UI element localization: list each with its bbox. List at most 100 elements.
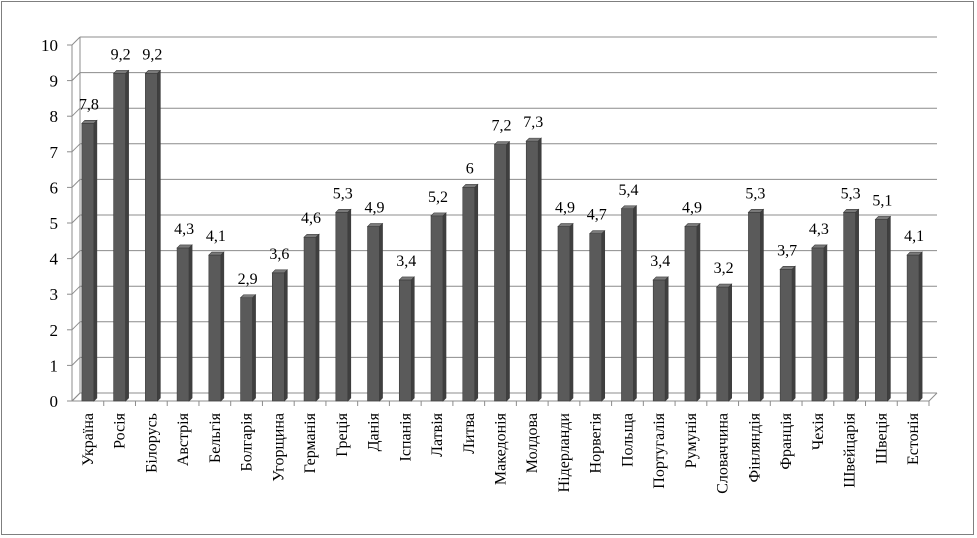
bar-side-23 <box>823 244 828 402</box>
bar-1 <box>112 69 130 402</box>
data-label-20: 3,2 <box>714 260 734 277</box>
side-gridline-8 <box>71 107 81 117</box>
bar-front-13 <box>494 144 507 402</box>
bar-16 <box>588 229 606 402</box>
y-tick-label-5: 5 <box>50 214 59 233</box>
bar-side-4 <box>220 251 225 402</box>
data-label-15: 4,9 <box>555 200 575 217</box>
x-tick-label-7: Германія <box>302 412 319 473</box>
data-label-7: 4,6 <box>301 210 321 227</box>
bar-19 <box>684 222 701 402</box>
bar-side-25 <box>887 215 891 402</box>
bar-26 <box>906 251 923 402</box>
y-tick-label-3: 3 <box>50 285 59 304</box>
y-tick-label-9: 9 <box>50 72 59 91</box>
bar-side-13 <box>506 140 510 402</box>
x-tick-label-18: Португалія <box>651 412 668 488</box>
bar-side-8 <box>347 208 352 402</box>
y-tick-labels: 0 1 2 3 4 5 6 7 8 9 10 <box>41 36 59 411</box>
bar-front-1 <box>113 73 126 402</box>
y-tick-label-6: 6 <box>50 178 59 197</box>
bar-front-19 <box>684 226 698 402</box>
bar-side-15 <box>569 222 574 402</box>
bar-front-18 <box>652 279 666 402</box>
bar-front-2 <box>145 73 158 402</box>
bar-front-5 <box>240 297 253 402</box>
bar-side-10 <box>410 276 415 402</box>
bar-24 <box>842 208 860 402</box>
bar-17 <box>620 205 638 402</box>
x-tick-label-23: Чехія <box>810 412 827 450</box>
data-label-21: 5,3 <box>745 185 765 202</box>
bar-side-3 <box>188 244 193 402</box>
bar-front-25 <box>875 219 888 402</box>
x-tick-label-19: Румунія <box>683 412 700 468</box>
bar-23 <box>811 244 828 402</box>
bar-13 <box>493 140 511 402</box>
side-gridline-7 <box>71 143 81 153</box>
bar-6 <box>271 269 289 402</box>
x-tick-label-2: Білорусь <box>143 413 160 473</box>
side-gridline-4 <box>71 250 81 259</box>
data-label-6: 3,6 <box>269 246 289 263</box>
bar-front-15 <box>557 226 571 402</box>
x-tick-label-22: Франція <box>778 412 795 469</box>
bar-10 <box>398 276 416 402</box>
data-label-10: 3,4 <box>396 253 416 270</box>
data-label-23: 4,3 <box>809 221 829 238</box>
side-gridline-3 <box>71 285 81 295</box>
data-label-3: 4,3 <box>174 221 194 238</box>
bar-front-6 <box>272 272 285 402</box>
bar-front-12 <box>462 187 476 402</box>
floor-right-edge <box>928 392 938 402</box>
bar-side-9 <box>379 222 383 402</box>
data-label-5: 2,9 <box>238 271 258 288</box>
bar-front-24 <box>843 212 856 402</box>
x-tick-label-8: Греція <box>334 412 351 456</box>
bar-side-0 <box>93 119 98 402</box>
x-tick-label-6: Угорщина <box>270 413 287 482</box>
bar-front-9 <box>367 226 380 402</box>
data-label-11: 5,2 <box>428 189 448 206</box>
bar-4 <box>208 251 225 402</box>
x-tick-label-5: Болгарія <box>239 412 256 471</box>
data-label-19: 4,9 <box>682 200 702 217</box>
bar-front-22 <box>779 268 793 402</box>
data-label-1: 9,2 <box>111 46 131 63</box>
side-gridline-0 <box>71 392 81 402</box>
bar-front-0 <box>81 123 95 402</box>
x-tick-label-4: Бельгія <box>207 412 224 463</box>
bar-side-2 <box>157 69 161 402</box>
bar-side-16 <box>601 229 606 402</box>
x-tick-labels: Україна Росія Білорусь Австрія Бельгія Болгар… <box>80 412 922 493</box>
y-tick-label-1: 1 <box>50 356 59 375</box>
bar-2 <box>144 69 162 402</box>
bar-front-7 <box>303 236 317 402</box>
x-tick-label-12: Литва <box>461 413 478 454</box>
side-gridline-5 <box>71 214 81 224</box>
x-tick-label-15: Нідерланди <box>556 413 573 493</box>
bars <box>81 69 923 402</box>
data-label-18: 3,4 <box>650 253 670 270</box>
bar-front-26 <box>906 254 920 402</box>
x-tick-label-1: Росія <box>112 412 129 448</box>
bar-front-21 <box>748 212 761 402</box>
bar-21 <box>747 208 765 402</box>
bar-front-16 <box>589 233 603 402</box>
bar-7 <box>303 233 320 402</box>
bar-22 <box>779 265 796 402</box>
x-tick-label-10: Іспанія <box>397 412 414 461</box>
bar-15 <box>557 222 574 402</box>
bar-side-1 <box>125 69 129 402</box>
y-tick-label-0: 0 <box>50 392 59 411</box>
x-tick-label-20: Словаччина <box>715 413 732 494</box>
data-label-14: 7,3 <box>523 114 543 131</box>
bar-side-14 <box>537 137 542 402</box>
data-label-25: 5,1 <box>872 192 892 209</box>
data-label-9: 4,9 <box>365 200 385 217</box>
side-gridline-2 <box>71 321 81 331</box>
bar-5 <box>239 294 257 402</box>
bar-side-22 <box>791 265 796 402</box>
x-tick-label-16: Норвегія <box>588 412 605 473</box>
